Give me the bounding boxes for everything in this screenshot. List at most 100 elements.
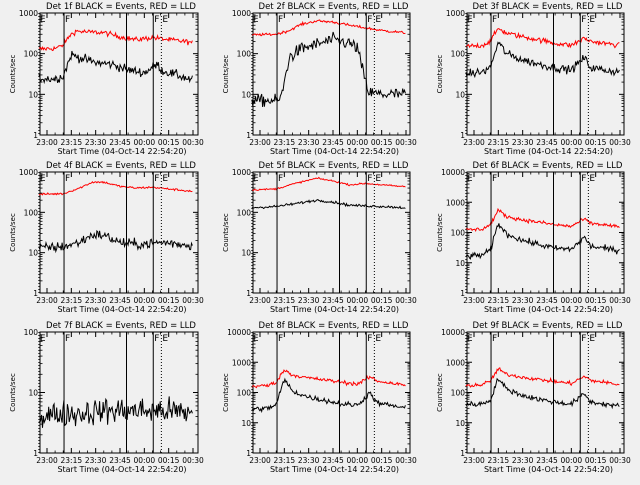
panel-title: Det 9f BLACK = Events, RED = LLD	[473, 321, 623, 331]
x-tick-label: 23:15	[274, 138, 296, 147]
x-axis-label: Start Time (04-Oct-14 22:54:20)	[270, 147, 399, 156]
x-tick-label: 00:30	[609, 296, 631, 305]
series-line-events	[38, 50, 193, 85]
marker-flag-label: F	[492, 174, 497, 184]
x-tick-label: 00:15	[585, 138, 607, 147]
plot-frame	[466, 12, 625, 136]
plot-frame	[39, 171, 199, 294]
x-tick-label: 23:45	[109, 138, 131, 147]
marker-flag-label: F	[581, 174, 586, 184]
marker-flag-label: E	[589, 174, 595, 184]
marker-flag-label: F	[154, 15, 159, 25]
panel-title: Det 7f BLACK = Events, RED = LLD	[46, 321, 196, 331]
plot-frame	[39, 12, 199, 136]
x-tick-label: 23:00	[249, 296, 271, 305]
y-tick-label: 10	[241, 419, 251, 428]
x-tick-label: 00:00	[347, 138, 369, 147]
y-tick-label: 100	[237, 208, 252, 217]
x-tick-label: 00:30	[182, 138, 204, 147]
marker-flag-label: E	[162, 334, 168, 344]
marker-flag-label: E	[40, 174, 46, 184]
x-tick-label: 23:00	[463, 138, 485, 147]
panel-det-2f: Det 2f BLACK = Events, RED = LLD 1 10 100 10…	[222, 2, 417, 156]
panel-title: Det 2f BLACK = Events, RED = LLD	[259, 2, 409, 12]
x-axis-label: Start Time (04-Oct-14 22:54:20)	[57, 147, 186, 156]
plot-frame	[252, 12, 411, 136]
y-tick-label: 10000	[441, 168, 465, 177]
marker-flag-label: F	[581, 334, 586, 344]
x-tick-label: 23:15	[61, 456, 83, 465]
y-tick-label: 1	[246, 449, 251, 458]
marker-flag-label: E	[253, 174, 259, 184]
x-tick-label: 23:15	[488, 296, 510, 305]
x-tick-label: 23:30	[85, 296, 107, 305]
series-line-lld	[465, 367, 620, 388]
panel-det-8f: Det 8f BLACK = Events, RED = LLD 1 10 100 10…	[222, 321, 417, 474]
panel-det-9f: Det 9f BLACK = Events, RED = LLD 1 10 100 10…	[436, 321, 631, 474]
panel-det-6f: Det 6f BLACK = Events, RED = LLD 1 10 100 10…	[436, 161, 631, 314]
y-tick-label: 1	[33, 449, 38, 458]
x-axis-label: Start Time (04-Oct-14 22:54:20)	[270, 465, 399, 474]
x-tick-label: 00:00	[134, 456, 156, 465]
x-tick-label: 00:30	[395, 138, 417, 147]
y-tick-label: 1000	[446, 358, 465, 367]
y-tick-label: 1	[33, 289, 38, 298]
y-axis-label: Counts/sec	[436, 55, 444, 94]
y-axis-label: Counts/sec	[436, 213, 444, 252]
y-tick-label: 1000	[19, 9, 38, 18]
x-axis-label: Start Time (04-Oct-14 22:54:20)	[484, 465, 613, 474]
panel-det-3f: Det 3f BLACK = Events, RED = LLD 1 10 100 10…	[436, 2, 631, 156]
x-tick-label: 23:45	[536, 296, 558, 305]
marker-flag-label: F	[65, 334, 70, 344]
panel-det-4f: Det 4f BLACK = Events, RED = LLD 1 10 100 10…	[9, 161, 204, 314]
series-line-events	[465, 41, 620, 79]
x-tick-label: 00:30	[395, 296, 417, 305]
panel-title: Det 4f BLACK = Events, RED = LLD	[46, 161, 196, 171]
marker-flag-label: F	[278, 334, 283, 344]
x-tick-label: 23:45	[109, 296, 131, 305]
series-line-lld	[465, 207, 620, 232]
panel-det-5f: Det 5f BLACK = Events, RED = LLD 1 10 100 10…	[222, 161, 417, 314]
marker-flag-label: F	[154, 334, 159, 344]
x-tick-label: 23:00	[463, 456, 485, 465]
series-line-events	[465, 377, 620, 410]
y-tick-label: 1	[246, 289, 251, 298]
x-tick-label: 00:15	[158, 296, 180, 305]
marker-flag-label: F	[278, 174, 283, 184]
x-tick-label: 00:00	[347, 296, 369, 305]
marker-flag-label: E	[40, 15, 46, 25]
x-tick-label: 00:15	[158, 456, 180, 465]
x-tick-label: 23:00	[249, 138, 271, 147]
x-tick-label: 23:15	[488, 456, 510, 465]
marker-flag-label: E	[40, 334, 46, 344]
x-tick-label: 23:00	[463, 296, 485, 305]
marker-flag-label: F	[367, 334, 372, 344]
x-tick-label: 23:45	[109, 456, 131, 465]
series-line-lld	[251, 19, 406, 37]
x-tick-label: 00:00	[134, 138, 156, 147]
x-tick-label: 23:15	[61, 138, 83, 147]
x-tick-label: 00:30	[609, 138, 631, 147]
y-tick-label: 1000	[446, 9, 465, 18]
marker-flag-label: F	[278, 15, 283, 25]
x-tick-label: 00:15	[371, 456, 393, 465]
y-tick-label: 100	[451, 389, 466, 398]
x-axis-label: Start Time (04-Oct-14 22:54:20)	[484, 147, 613, 156]
series-line-events	[38, 396, 193, 428]
x-axis-label: Start Time (04-Oct-14 22:54:20)	[484, 305, 613, 314]
y-axis-label: Counts/sec	[222, 55, 230, 94]
y-tick-label: 10	[241, 90, 251, 99]
y-tick-label: 10	[455, 259, 465, 268]
y-axis-label: Counts/sec	[436, 373, 444, 412]
y-tick-label: 1	[460, 449, 465, 458]
x-tick-label: 23:45	[322, 138, 344, 147]
marker-flag-label: F	[154, 174, 159, 184]
x-tick-label: 23:30	[298, 138, 320, 147]
x-tick-label: 23:30	[298, 456, 320, 465]
panel-title: Det 6f BLACK = Events, RED = LLD	[473, 161, 623, 171]
x-tick-label: 00:30	[395, 456, 417, 465]
y-tick-label: 1	[460, 289, 465, 298]
series-line-lld	[38, 180, 193, 196]
marker-flag-label: E	[162, 174, 168, 184]
